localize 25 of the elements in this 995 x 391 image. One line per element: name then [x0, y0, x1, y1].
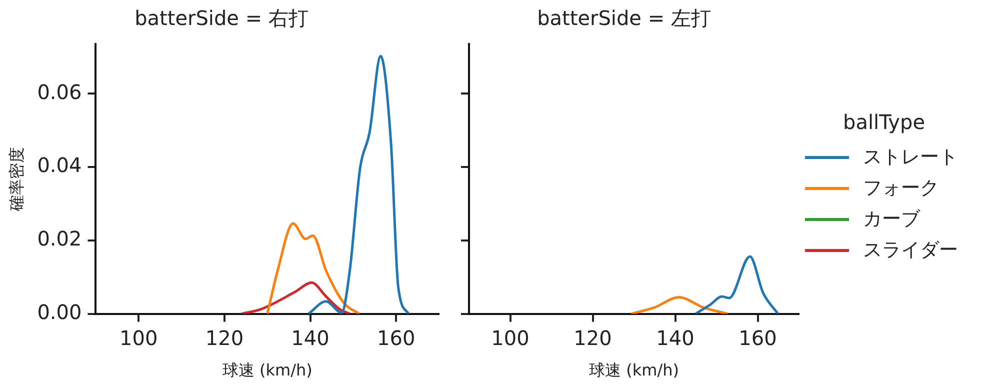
- line-series: [307, 54, 410, 314]
- line-series: [240, 281, 351, 314]
- x-tick-label: 100: [491, 326, 530, 350]
- y-tick-label: 0.02: [37, 226, 82, 251]
- y-tick-label: 0.04: [37, 153, 82, 178]
- x-tick-label: 160: [738, 326, 777, 350]
- legend-label: ストレート: [863, 145, 958, 170]
- legend-title: ballType: [843, 110, 926, 134]
- x-tick-label: 160: [377, 326, 416, 350]
- x-axis-title: 球速 (km/h): [222, 360, 312, 380]
- x-tick-label: 120: [574, 326, 612, 350]
- y-tick-label: 0.06: [37, 80, 82, 104]
- x-tick-label: 140: [291, 326, 330, 350]
- line-series: [266, 222, 360, 314]
- x-tick-label: 140: [656, 326, 694, 350]
- legend-label: フォーク: [863, 176, 939, 201]
- legend-label: スライダー: [863, 238, 958, 263]
- chart-title: batterSide = 右打: [134, 6, 308, 30]
- x-tick-label: 100: [120, 326, 158, 350]
- legend-label: カーブ: [863, 207, 920, 232]
- chart-title: batterSide = 左打: [537, 6, 711, 30]
- x-axis-title: 球速 (km/h): [589, 360, 679, 380]
- y-tick-label: 0.00: [37, 300, 82, 324]
- x-tick-label: 120: [205, 326, 244, 350]
- y-axis-title: 確率密度: [6, 146, 26, 212]
